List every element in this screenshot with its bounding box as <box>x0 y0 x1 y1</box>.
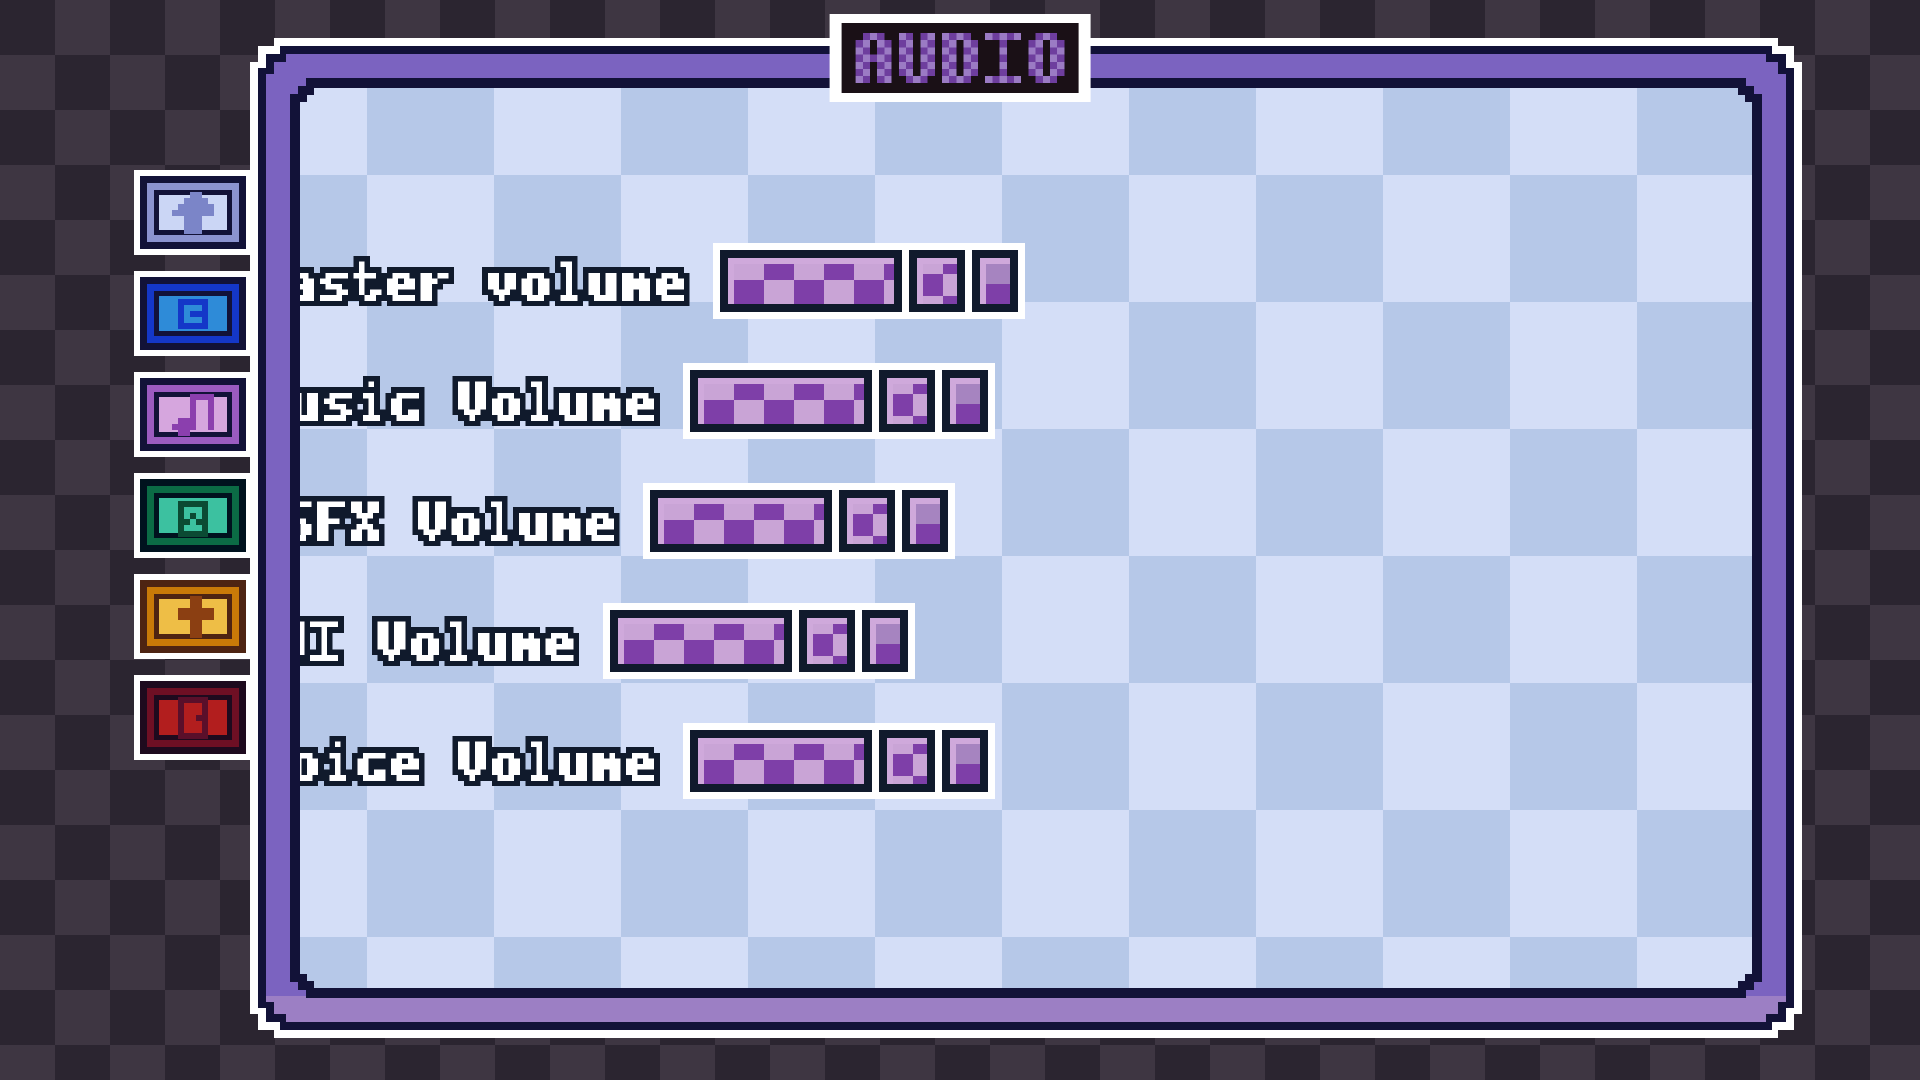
ui-volume-knob-face <box>807 618 847 664</box>
sfx-volume-fill <box>658 498 824 544</box>
tab-face <box>159 191 227 234</box>
page-title <box>855 33 1065 84</box>
panel-title-inner <box>841 23 1079 94</box>
sfx-volume-knob[interactable] <box>839 490 895 552</box>
tab-accent-frame <box>147 284 239 343</box>
tab-face <box>159 595 227 638</box>
tab-inner-frame <box>154 190 232 235</box>
master-volume-slider[interactable] <box>713 243 1025 319</box>
panel-content-area <box>300 88 1752 988</box>
plus-icon <box>178 595 214 638</box>
sidebar-item-audio[interactable] <box>134 372 252 457</box>
door-icon <box>178 696 208 739</box>
ui-volume-knob[interactable] <box>799 610 855 672</box>
sfx-volume-remainder[interactable] <box>902 490 948 552</box>
master-volume-fill <box>728 258 894 304</box>
tab-outer-frame <box>140 378 246 451</box>
ui-volume-label <box>300 616 585 666</box>
voice-volume-knob-face <box>887 738 927 784</box>
tab-outer-frame <box>140 277 246 350</box>
settings-row-music-volume <box>300 358 995 444</box>
tab-outer-frame <box>140 479 246 552</box>
gamepad-icon <box>178 500 208 537</box>
voice-volume-label <box>300 736 665 786</box>
sfx-volume-label-text <box>300 496 625 546</box>
sidebar-item-accessibility[interactable] <box>134 574 252 659</box>
music-volume-track[interactable] <box>690 370 872 432</box>
settings-row-voice-volume <box>300 718 995 804</box>
audio-settings-rows <box>300 88 1752 988</box>
sfx-volume-knob-face <box>847 498 887 544</box>
settings-category-sidebar <box>134 170 264 776</box>
voice-volume-slider[interactable] <box>683 723 995 799</box>
voice-volume-label-text <box>300 736 665 786</box>
settings-row-ui-volume <box>300 598 915 684</box>
tab-outer-frame <box>140 176 246 249</box>
voice-volume-remainder-face <box>950 738 980 784</box>
tab-inner-frame <box>154 493 232 538</box>
voice-volume-fill <box>698 738 864 784</box>
tab-outer-frame <box>140 681 246 754</box>
ui-volume-track[interactable] <box>610 610 792 672</box>
tab-face <box>159 498 227 537</box>
settings-row-master-volume <box>300 238 1025 324</box>
master-volume-remainder[interactable] <box>972 250 1018 312</box>
voice-volume-remainder[interactable] <box>942 730 988 792</box>
tab-face <box>159 393 227 436</box>
tab-accent-frame <box>147 385 239 444</box>
sidebar-item-general[interactable] <box>134 170 252 255</box>
ui-volume-fill <box>618 618 784 664</box>
tab-accent-frame <box>147 183 239 242</box>
music-volume-label <box>300 376 665 426</box>
music-volume-label-text <box>300 376 665 426</box>
tab-inner-frame <box>154 392 232 437</box>
panel-title-plate <box>829 14 1091 103</box>
music-volume-knob[interactable] <box>879 370 935 432</box>
sfx-volume-label <box>300 496 625 546</box>
master-volume-label <box>300 256 695 306</box>
tab-inner-frame <box>154 695 232 740</box>
tab-inner-frame <box>154 594 232 639</box>
tab-outer-frame <box>140 580 246 653</box>
ui-volume-slider[interactable] <box>603 603 915 679</box>
sfx-volume-track[interactable] <box>650 490 832 552</box>
master-volume-knob-face <box>917 258 957 304</box>
music-volume-remainder-face <box>950 378 980 424</box>
music-volume-knob-face <box>887 378 927 424</box>
sidebar-item-display[interactable] <box>134 271 252 356</box>
music-note-icon <box>172 393 214 436</box>
monitor-icon <box>178 298 208 329</box>
sidebar-item-controls[interactable] <box>134 473 252 558</box>
voice-volume-track[interactable] <box>690 730 872 792</box>
music-volume-slider[interactable] <box>683 363 995 439</box>
tab-accent-frame <box>147 587 239 646</box>
tab-accent-frame <box>147 688 239 747</box>
master-volume-knob[interactable] <box>909 250 965 312</box>
ui-volume-label-text <box>300 616 585 666</box>
tab-face <box>159 696 227 739</box>
house-icon <box>172 191 214 234</box>
sidebar-item-quit[interactable] <box>134 675 252 760</box>
music-volume-fill <box>698 378 864 424</box>
music-volume-remainder[interactable] <box>942 370 988 432</box>
master-volume-track[interactable] <box>720 250 902 312</box>
tab-accent-frame <box>147 486 239 545</box>
master-volume-label-text <box>300 256 695 306</box>
tab-inner-frame <box>154 291 232 336</box>
ui-volume-remainder-face <box>870 618 900 664</box>
voice-volume-knob[interactable] <box>879 730 935 792</box>
tab-face <box>159 296 227 331</box>
settings-row-sfx-volume <box>300 478 955 564</box>
sfx-volume-remainder-face <box>910 498 940 544</box>
sfx-volume-slider[interactable] <box>643 483 955 559</box>
master-volume-remainder-face <box>980 258 1010 304</box>
audio-settings-panel <box>250 38 1802 1038</box>
ui-volume-remainder[interactable] <box>862 610 908 672</box>
